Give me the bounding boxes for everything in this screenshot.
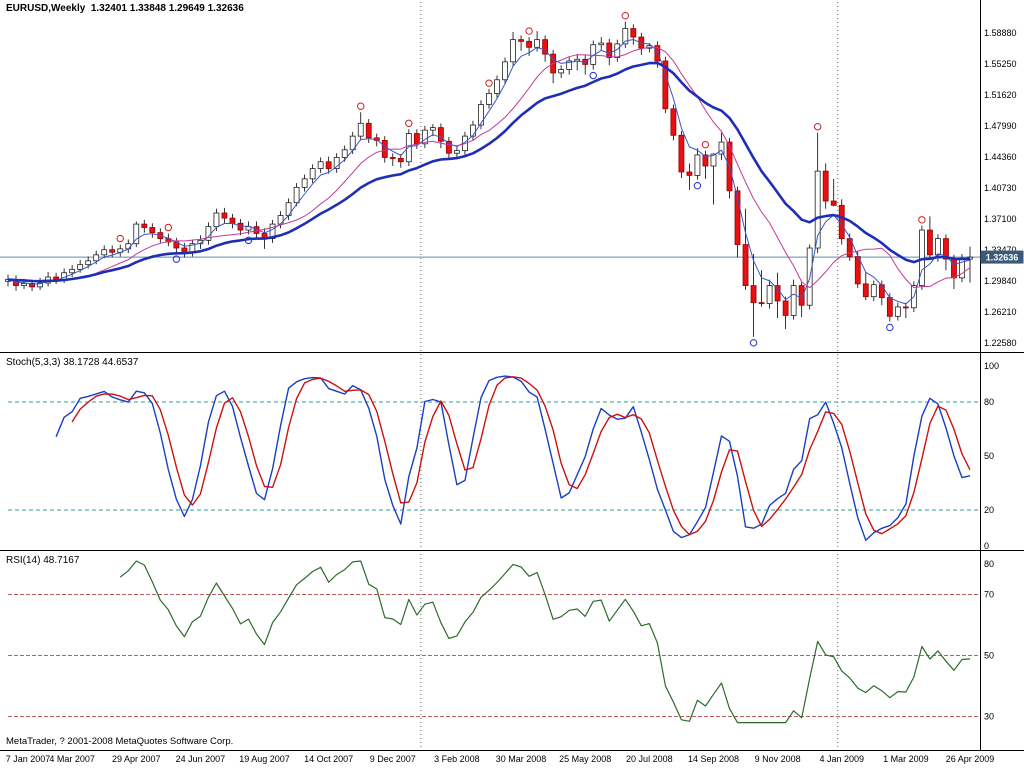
- rsi-axis-label: 70: [984, 590, 994, 600]
- stoch-axis-label: 20: [984, 505, 994, 515]
- time-axis-label: 30 Mar 2008: [496, 754, 547, 764]
- time-axis-label: 25 May 2008: [559, 754, 611, 764]
- time-axis-label: 9 Nov 2008: [755, 754, 801, 764]
- price-axis-label: 1.33470: [984, 245, 1017, 255]
- price-axis-label: 1.58880: [984, 28, 1017, 38]
- time-axis-label: 4 Jan 2009: [819, 754, 864, 764]
- time-axis-label: 19 Aug 2007: [239, 754, 290, 764]
- time-axis-label: 14 Oct 2007: [304, 754, 353, 764]
- ma-mid-line: [80, 46, 971, 289]
- price-axis-label: 1.40730: [984, 183, 1017, 193]
- price-axis-label: 1.22580: [984, 338, 1017, 348]
- stoch-panel-title: Stoch(5,3,3) 38.1728 44.6537: [6, 357, 139, 368]
- current-price-badge: [980, 250, 1024, 264]
- stoch-main-line: [55, 375, 971, 541]
- rsi-axis-label: 30: [984, 712, 994, 722]
- time-axis-label: 7 Jan 2007: [6, 754, 51, 764]
- main-chart-title: EURUSD,Weekly 1.32401 1.33848 1.29649 1.…: [6, 3, 244, 14]
- stoch-axis-label: 80: [984, 397, 994, 407]
- rsi-axis-label: 80: [984, 559, 994, 569]
- rsi-line: [119, 560, 971, 724]
- time-axis-label: 9 Dec 2007: [370, 754, 416, 764]
- time-axis-label: 24 Jun 2007: [176, 754, 226, 764]
- time-axis-label: 3 Feb 2008: [434, 754, 480, 764]
- time-axis-label: 26 Apr 2009: [946, 754, 995, 764]
- price-axis-label: 1.37100: [984, 214, 1017, 224]
- price-axis-label: 1.29840: [984, 276, 1017, 286]
- price-axis-label: 1.26210: [984, 307, 1017, 317]
- price-axis-label: 1.47990: [984, 121, 1017, 131]
- time-axis-label: 4 Mar 2007: [49, 754, 95, 764]
- stoch-axis-label: 0: [984, 541, 989, 551]
- time-axis-label: 29 Apr 2007: [112, 754, 161, 764]
- time-axis-label: 1 Mar 2009: [883, 754, 929, 764]
- current-price-badge-label: 1.32636: [986, 253, 1019, 263]
- candles-layer: [5, 21, 973, 337]
- price-axis-label: 1.51620: [984, 90, 1017, 100]
- stoch-axis-label: 50: [984, 451, 994, 461]
- copyright-text: MetaTrader, ? 2001-2008 MetaQuotes Softw…: [6, 736, 234, 747]
- ma-slow-line: [7, 61, 971, 283]
- rsi-panel-title: RSI(14) 48.7167: [6, 555, 80, 566]
- stoch-signal-line: [71, 376, 971, 536]
- ma-fast-line: [7, 39, 971, 305]
- time-axis-label: 20 Jul 2008: [626, 754, 673, 764]
- stoch-axis-label: 100: [984, 361, 999, 371]
- price-axis-label: 1.55250: [984, 59, 1017, 69]
- fractal-markers-layer: [116, 11, 926, 347]
- rsi-axis-label: 50: [984, 651, 994, 661]
- price-axis-label: 1.44360: [984, 152, 1017, 162]
- time-axis-label: 14 Sep 2008: [688, 754, 739, 764]
